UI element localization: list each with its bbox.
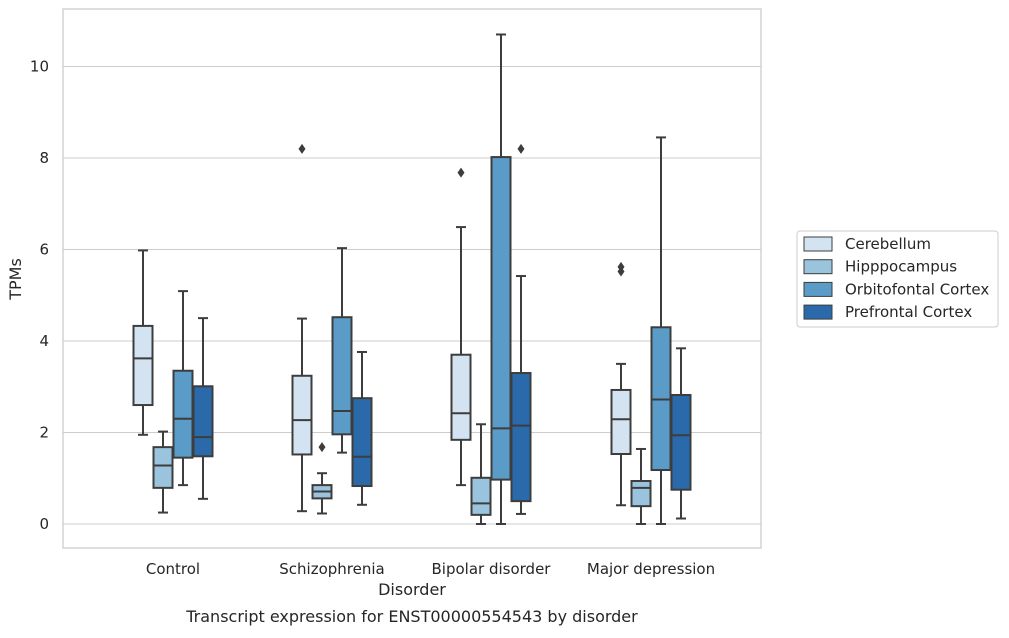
box-hipppocampus [470,423,492,525]
box-prefrontal-cortex [351,350,373,506]
box-orbitofontal-cortex [490,33,512,525]
box-orbitofontal-cortex [650,136,672,525]
y-tick-label: 6 [39,241,49,259]
iqr-box [610,388,632,456]
box-cerebellum [132,249,154,436]
legend-label: Cerebellum [845,235,931,253]
y-tick-label: 10 [30,58,49,76]
box-hipppocampus [630,447,652,525]
iqr-box [172,369,194,459]
box-prefrontal-cortex [670,347,692,520]
legend: Cerebellum Hipppocampus Orbitofontal Corte… [796,230,999,328]
legend-swatch [803,236,833,252]
iqr-box [192,385,214,458]
legend-swatch [803,259,833,275]
chart-caption: Transcript expression for ENST0000055454… [185,607,638,626]
iqr-box [490,156,512,481]
y-axis-label: TPMs [6,258,25,301]
box-hipppocampus [152,430,174,514]
y-tick-label: 4 [39,332,49,350]
iqr-box [470,476,492,516]
y-tick-label: 8 [39,149,49,167]
legend-label: Orbitofontal Cortex [845,280,989,298]
iqr-box [331,316,353,436]
legend-swatch [803,304,833,320]
legend-frame [796,230,999,328]
outlier-point [298,143,306,154]
outlier-point [617,261,625,272]
box-hipppocampus [311,442,333,515]
y-tick-labels: 0 2 4 6 8 10 [30,58,49,534]
iqr-box [351,397,373,488]
legend-label: Prefrontal Cortex [845,303,972,321]
iqr-box [152,446,174,489]
x-tick-labels: Control Schizophrenia Bipolar disorder Majo… [146,560,715,578]
outlier-point [457,167,465,178]
x-tick-label: Major depression [587,560,715,578]
x-tick-label: Control [146,560,200,578]
iqr-box [510,372,532,503]
iqr-box [670,393,692,491]
plot-frame [62,8,762,549]
x-tick-label: Schizophrenia [279,560,384,578]
y-tick-label: 2 [39,424,49,442]
box-prefrontal-cortex [510,143,532,515]
box-cerebellum [450,167,472,487]
outlier-point [517,143,525,154]
legend-swatch [803,281,833,297]
legend-label: Hipppocampus [845,258,957,276]
iqr-box [630,479,652,508]
iqr-box [450,353,472,441]
box-cerebellum [610,261,632,507]
box-layer [132,33,692,525]
box-prefrontal-cortex [192,317,214,500]
box-orbitofontal-cortex [331,247,353,454]
iqr-box [132,324,154,407]
box-orbitofontal-cortex [172,290,194,487]
x-axis-label: Disorder [378,580,446,599]
iqr-box [291,374,313,456]
y-tick-label: 0 [39,515,49,533]
box-cerebellum [291,143,313,513]
x-tick-label: Bipolar disorder [432,560,552,578]
outlier-point [318,442,326,453]
